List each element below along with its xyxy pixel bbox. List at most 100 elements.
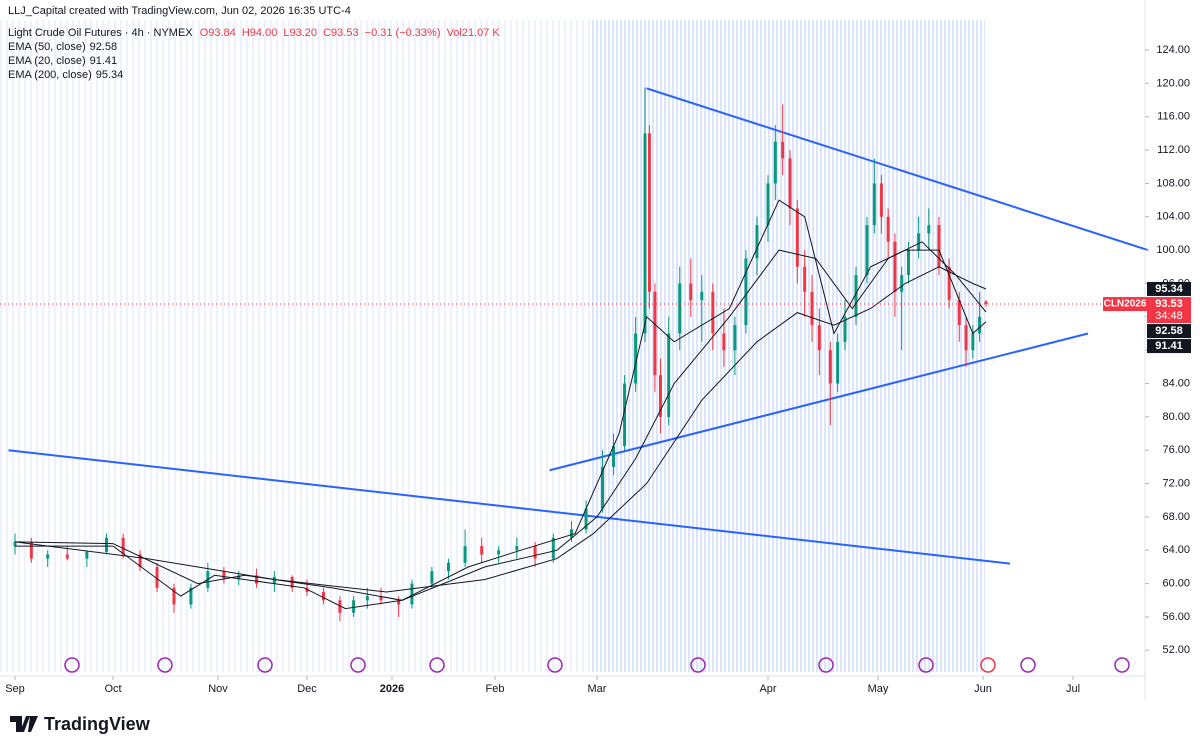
candle-body	[463, 546, 467, 563]
candle-body	[865, 225, 869, 276]
ema-line	[14, 266, 987, 593]
event-icon[interactable]	[918, 657, 934, 673]
candle-body	[689, 283, 693, 301]
labels: LLJ_Capital created with TradingView.com…	[8, 5, 500, 734]
x-tick-label: Oct	[104, 683, 121, 695]
y-tick-label: 72.00	[1162, 477, 1190, 489]
legend-entry: EMA (200, close) 95.34	[8, 69, 123, 81]
quote-open: O93.84	[200, 27, 236, 39]
x-tick-label: Dec	[297, 683, 317, 695]
event-icon[interactable]	[1114, 657, 1130, 673]
y-tick-label: 80.00	[1162, 411, 1190, 423]
y-tick-label: 112.00	[1157, 144, 1190, 156]
legend-name: EMA (50, close)	[8, 41, 86, 53]
candle-body	[272, 576, 276, 584]
brand-logo	[10, 716, 38, 732]
legend-name: EMA (20, close)	[8, 55, 86, 67]
event-icon[interactable]	[818, 657, 834, 673]
event-icon[interactable]	[257, 657, 273, 673]
event-icon[interactable]	[157, 657, 173, 673]
session-shading	[0, 20, 590, 672]
candle-body	[222, 571, 226, 580]
candle-body	[927, 225, 931, 234]
quote-low: L93.20	[283, 27, 317, 39]
candle-body	[29, 541, 33, 559]
candle-body	[886, 216, 890, 242]
candle-body	[584, 508, 588, 530]
candle-body	[810, 291, 814, 326]
ema-value-box	[1147, 281, 1191, 296]
plot-area	[0, 87, 1149, 622]
candle-body	[430, 571, 434, 584]
candle-body	[85, 551, 89, 559]
candle-body	[237, 575, 241, 580]
header: LLJ_Capital created with TradingView.com…	[8, 5, 351, 17]
ema-value-box	[1147, 324, 1191, 339]
candle-body	[872, 183, 876, 226]
legend-name: EMA (200, close)	[8, 69, 92, 81]
candle-body	[497, 550, 501, 555]
candle-body	[352, 600, 356, 613]
candle-body	[711, 291, 715, 334]
x-tick-label: Jul	[1066, 683, 1080, 695]
event-icon[interactable]	[980, 657, 996, 673]
candle-body	[653, 291, 657, 376]
event-icon[interactable]	[350, 657, 366, 673]
ema-value-box	[1147, 339, 1191, 354]
symbol-title: Light Crude Oil Futures · 4h · NYMEX	[8, 27, 193, 39]
x-tick-label: Feb	[486, 683, 505, 695]
candle-body	[515, 546, 519, 551]
countdown-label: 34:48	[1155, 310, 1183, 322]
x-tick-label: 2026	[380, 683, 404, 695]
y-tick-label: 84.00	[1162, 377, 1190, 389]
ema-value-label: 92.58	[1155, 325, 1183, 337]
candle-body	[900, 275, 904, 292]
candle-body	[155, 566, 159, 588]
legend-entry: EMA (20, close) 91.41	[8, 55, 117, 67]
legend-value: 92.58	[90, 41, 118, 53]
symbol-box	[1103, 297, 1147, 312]
y-tick-label: 60.00	[1162, 578, 1190, 590]
event-icon[interactable]	[429, 657, 445, 673]
y-tick-label: 76.00	[1162, 444, 1190, 456]
candle-body	[817, 325, 821, 351]
event-icon[interactable]	[690, 657, 706, 673]
candle-body	[843, 316, 847, 342]
axes: 52.00 56.00 60.00 64.00 68.00 72.00 76.00 80.00…	[5, 44, 1191, 695]
event-icon[interactable]	[64, 657, 80, 673]
candle-body	[138, 554, 142, 567]
candle-body	[978, 316, 982, 334]
candle-body	[678, 283, 682, 334]
candle-body	[172, 587, 176, 605]
candle-body	[964, 325, 968, 351]
candle-body	[104, 537, 108, 552]
candle-body	[570, 529, 573, 538]
trend-line	[8, 449, 1011, 565]
candle-body	[957, 300, 961, 326]
candle-body	[836, 341, 840, 384]
candle-body	[893, 241, 897, 292]
candle-body	[365, 596, 369, 601]
candle-body	[634, 333, 638, 384]
quote-close: C93.53	[323, 27, 358, 39]
event-icon[interactable]	[1020, 657, 1036, 673]
y-tick-label: 100.00	[1156, 244, 1190, 256]
brand-name: TradingView	[44, 714, 151, 734]
x-tick-label: Sep	[5, 683, 25, 695]
candle-body	[623, 383, 627, 447]
candle-body	[13, 541, 17, 547]
quote-change: −0.31 (−0.33%)	[365, 27, 441, 39]
candle-body	[971, 333, 975, 351]
candle-body	[854, 275, 858, 317]
candle-body	[744, 258, 748, 326]
candle-body	[803, 266, 807, 292]
candle-body	[879, 183, 883, 217]
candle-body	[733, 325, 737, 351]
session-shading	[590, 20, 985, 672]
brand: TradingView	[10, 714, 151, 734]
event-icon[interactable]	[547, 657, 563, 673]
candle-body	[755, 225, 759, 259]
candle-body	[937, 225, 941, 267]
y-tick-label: 64.00	[1162, 544, 1190, 556]
